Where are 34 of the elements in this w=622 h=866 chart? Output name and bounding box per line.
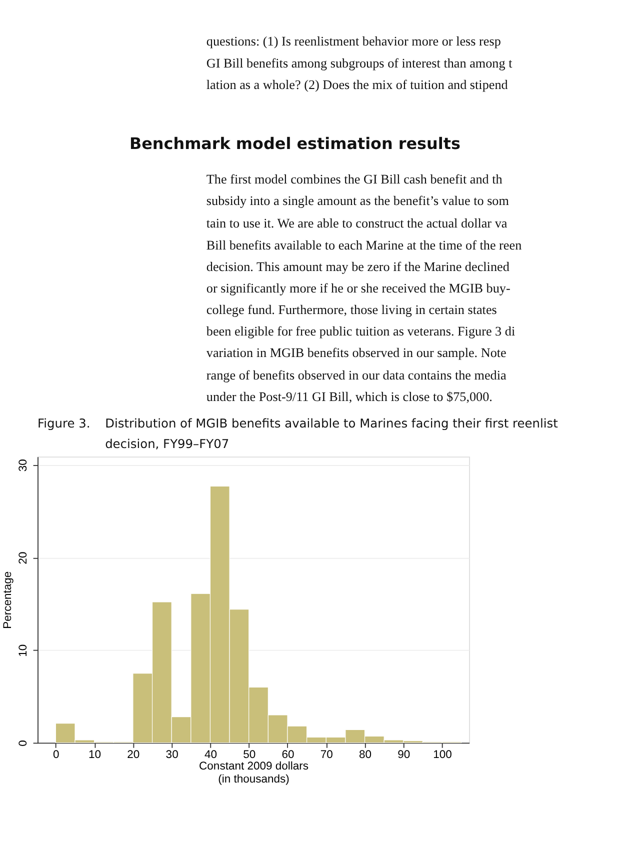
x-tick-label: 40 <box>204 749 217 762</box>
x-tick-label: 100 <box>433 749 452 762</box>
text: GI Bill benefits among subgroups of interest than among t <box>206 55 513 70</box>
x-tick-label: 30 <box>166 749 178 762</box>
y-tick-label: 20 <box>18 552 30 564</box>
x-tick-label: 10 <box>88 749 102 762</box>
text: lation as a whole? (2) Does the mix of tuition and stipend <box>206 76 508 92</box>
y-tick-label: 10 <box>18 644 30 657</box>
x-axis-title: Constant 2009 dollars (in thousands) <box>199 760 309 786</box>
x-tick-label: 90 <box>398 749 410 762</box>
text: Benchmark model estimation results <box>129 134 460 153</box>
y-tick-label: 30 <box>18 459 30 472</box>
text: questions: (1) Is reenlistment behavior more or less resp <box>206 34 502 49</box>
y-tick-label: 0 <box>18 740 30 746</box>
text: college fund. Furthermore, those living in certain states <box>206 302 497 317</box>
text: range of benefits observed in our data contains the media <box>206 368 507 383</box>
text: been eligible for free public tuition as veterans. Figure 3 di <box>206 324 516 339</box>
text: The first model combines the GI Bill cash benefit and th <box>206 172 503 187</box>
x-tick-label: 50 <box>243 749 256 762</box>
x-tick-label: 70 <box>320 749 333 762</box>
x-tick-label: 0 <box>53 749 60 762</box>
text: tain to use it. We are able to construct the actual dollar va <box>206 216 508 231</box>
text: or significantly more if he or she received the MGIB buy- <box>206 280 510 296</box>
x-tick-label: 20 <box>127 749 140 762</box>
x-tick-label: 60 <box>282 749 294 762</box>
x-tick-label: 80 <box>358 749 372 762</box>
text: under the Post-9/11 GI Bill, which is close to $75,000. <box>206 389 492 404</box>
y-axis-title: Percentage <box>2 571 14 629</box>
text: subsidy into a single amount as the benefit’s value to som <box>206 193 509 208</box>
text: Bill benefits available to each Marine at the time of the reen <box>206 237 522 252</box>
text: variation in MGIB benefits observed in our sample. Note <box>206 345 507 360</box>
caption: Figure 3. <box>38 416 90 431</box>
chart-title: Distribution of MGIB benefits available to Marines facing their first reenlist decision, FY99–FY07 <box>105 416 558 452</box>
text: decision. This amount may be zero if the Marine declined <box>206 258 510 274</box>
